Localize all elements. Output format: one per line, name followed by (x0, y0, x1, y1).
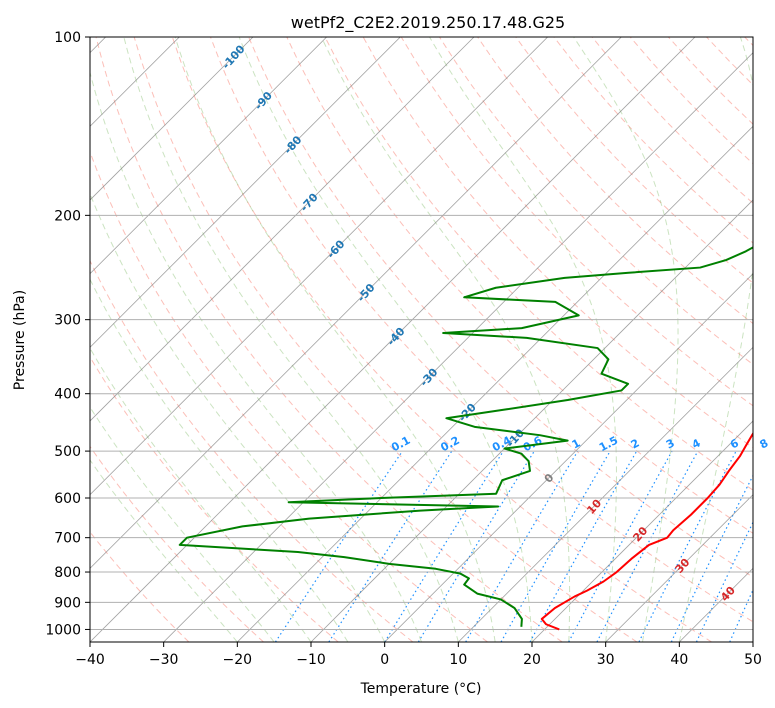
chart-title: wetPf2_C2E2.2019.250.17.48.G25 (291, 13, 565, 33)
mixing-ratio-label: 6 (728, 436, 741, 451)
dry-adiabat-line (553, 37, 753, 244)
dry-adiabat-line (706, 37, 753, 86)
isotherm-line (752, 641, 753, 642)
moist-adiabat-line (123, 37, 459, 642)
mixing-ratio-line (638, 450, 737, 642)
dry-adiabat-line (248, 37, 753, 578)
x-tick-label: −40 (75, 652, 105, 668)
mixing-ratio-line (417, 450, 535, 642)
isotherm-line (90, 37, 622, 569)
isotherm-label: 40 (718, 584, 738, 604)
moist-adiabat-line (573, 37, 679, 642)
mixing-ratio-line (568, 450, 673, 642)
mixing-ratio-line (465, 450, 579, 642)
mixing-ratio-line (729, 588, 753, 642)
mixing-ratio-label: 3 (664, 436, 677, 451)
isotherm-line (679, 567, 753, 642)
x-tick-label: 20 (523, 652, 541, 668)
isotherm-line (90, 37, 254, 201)
isotherm-line (90, 37, 548, 496)
isotherm-line (90, 37, 475, 422)
moist-adiabat-line (174, 37, 496, 642)
y-tick-label: 400 (54, 387, 81, 403)
dry-adiabat-line (90, 259, 414, 642)
dry-adiabat-line (515, 37, 753, 284)
moist-adiabat-line (90, 70, 422, 642)
y-tick-label: 1000 (45, 622, 81, 638)
mixing-ratio-line (384, 450, 504, 642)
y-tick-label: 500 (54, 444, 81, 460)
moist-adiabat-line (90, 406, 275, 642)
mixing-ratio-line (328, 450, 453, 642)
isotherm-line (163, 52, 753, 642)
x-axis-ticks: −40 −30 −20 −10 0 10 20 30 40 50 (75, 642, 762, 668)
y-tick-label: 700 (54, 531, 81, 547)
x-tick-label: −10 (296, 652, 326, 668)
y-axis-label: Pressure (hPa) (12, 290, 28, 390)
moist-adiabat-line (429, 37, 617, 642)
mixing-ratio-line (695, 521, 753, 642)
mixing-ratio-label: 4 (690, 436, 703, 451)
mixing-ratio-label: 1 (570, 436, 583, 451)
dry-adiabat-line (591, 37, 753, 204)
x-tick-label: −30 (149, 652, 179, 668)
moist-adiabat-line (90, 459, 238, 642)
moist-adiabat-line (90, 278, 349, 642)
series-layer (178, 246, 753, 631)
y-tick-label: 100 (54, 30, 81, 46)
y-tick-label: 800 (54, 565, 81, 581)
dry-adiabat-line (744, 37, 753, 47)
dry-adiabat-line (95, 37, 563, 642)
mixing-ratio-label: 8 (758, 436, 771, 451)
x-tick-label: 40 (670, 652, 688, 668)
y-tick-label: 200 (54, 208, 81, 224)
isotherm-line (90, 37, 696, 642)
x-tick-label: −20 (223, 652, 253, 668)
isotherm-label: 10 (584, 496, 604, 516)
mixing-ratio-line (274, 450, 403, 642)
temperature-profile-line (540, 431, 753, 631)
y-tick-label: 300 (54, 313, 81, 329)
moist-adiabat-line (90, 347, 312, 642)
moist-adiabat-line (238, 37, 533, 642)
dry-adiabat-line (286, 37, 753, 534)
dry-adiabat-line (324, 37, 753, 491)
isotherm-line (90, 37, 327, 275)
isotherm-line (605, 494, 753, 642)
isotherm-line (531, 420, 753, 642)
x-tick-label: 50 (744, 652, 762, 668)
dry-adiabat-line (133, 37, 638, 642)
dewpoint-profile-line (178, 246, 753, 627)
mixing-ratio-label: 2 (629, 436, 642, 451)
isotherm-label: 20 (630, 524, 650, 544)
plot-frame (89, 36, 754, 643)
dry-adiabat-line (210, 37, 753, 623)
dry-adiabat-line (90, 445, 264, 642)
y-axis-ticks: 1000 900 800 700 600 500 400 300 200 100 (45, 30, 90, 638)
x-axis-label: Temperature (°C) (360, 681, 482, 697)
dry-adiabat-line (668, 37, 753, 125)
isotherm-line (458, 346, 753, 642)
dry-adiabat-line (439, 37, 753, 366)
isotherm-line (90, 37, 401, 348)
dry-adiabat-line (171, 37, 712, 642)
y-tick-label: 900 (54, 595, 81, 611)
dry-adiabat-line (90, 531, 190, 642)
moist-adiabat-line (678, 37, 753, 642)
isotherm-label: 30 (673, 556, 693, 576)
dry-adiabat-line (90, 356, 339, 642)
y-tick-label: 600 (54, 491, 81, 507)
mixing-ratio-line (670, 474, 753, 642)
isotherm-line (237, 125, 753, 642)
isotherm-line (384, 273, 753, 642)
x-tick-label: 10 (449, 652, 467, 668)
x-tick-label: 0 (380, 652, 389, 668)
moist-adiabat-line (90, 192, 386, 642)
x-tick-label: 30 (597, 652, 615, 668)
mixing-ratio-line (596, 450, 699, 642)
isotherm-line (310, 199, 753, 642)
mixing-ratio-line (757, 451, 775, 642)
